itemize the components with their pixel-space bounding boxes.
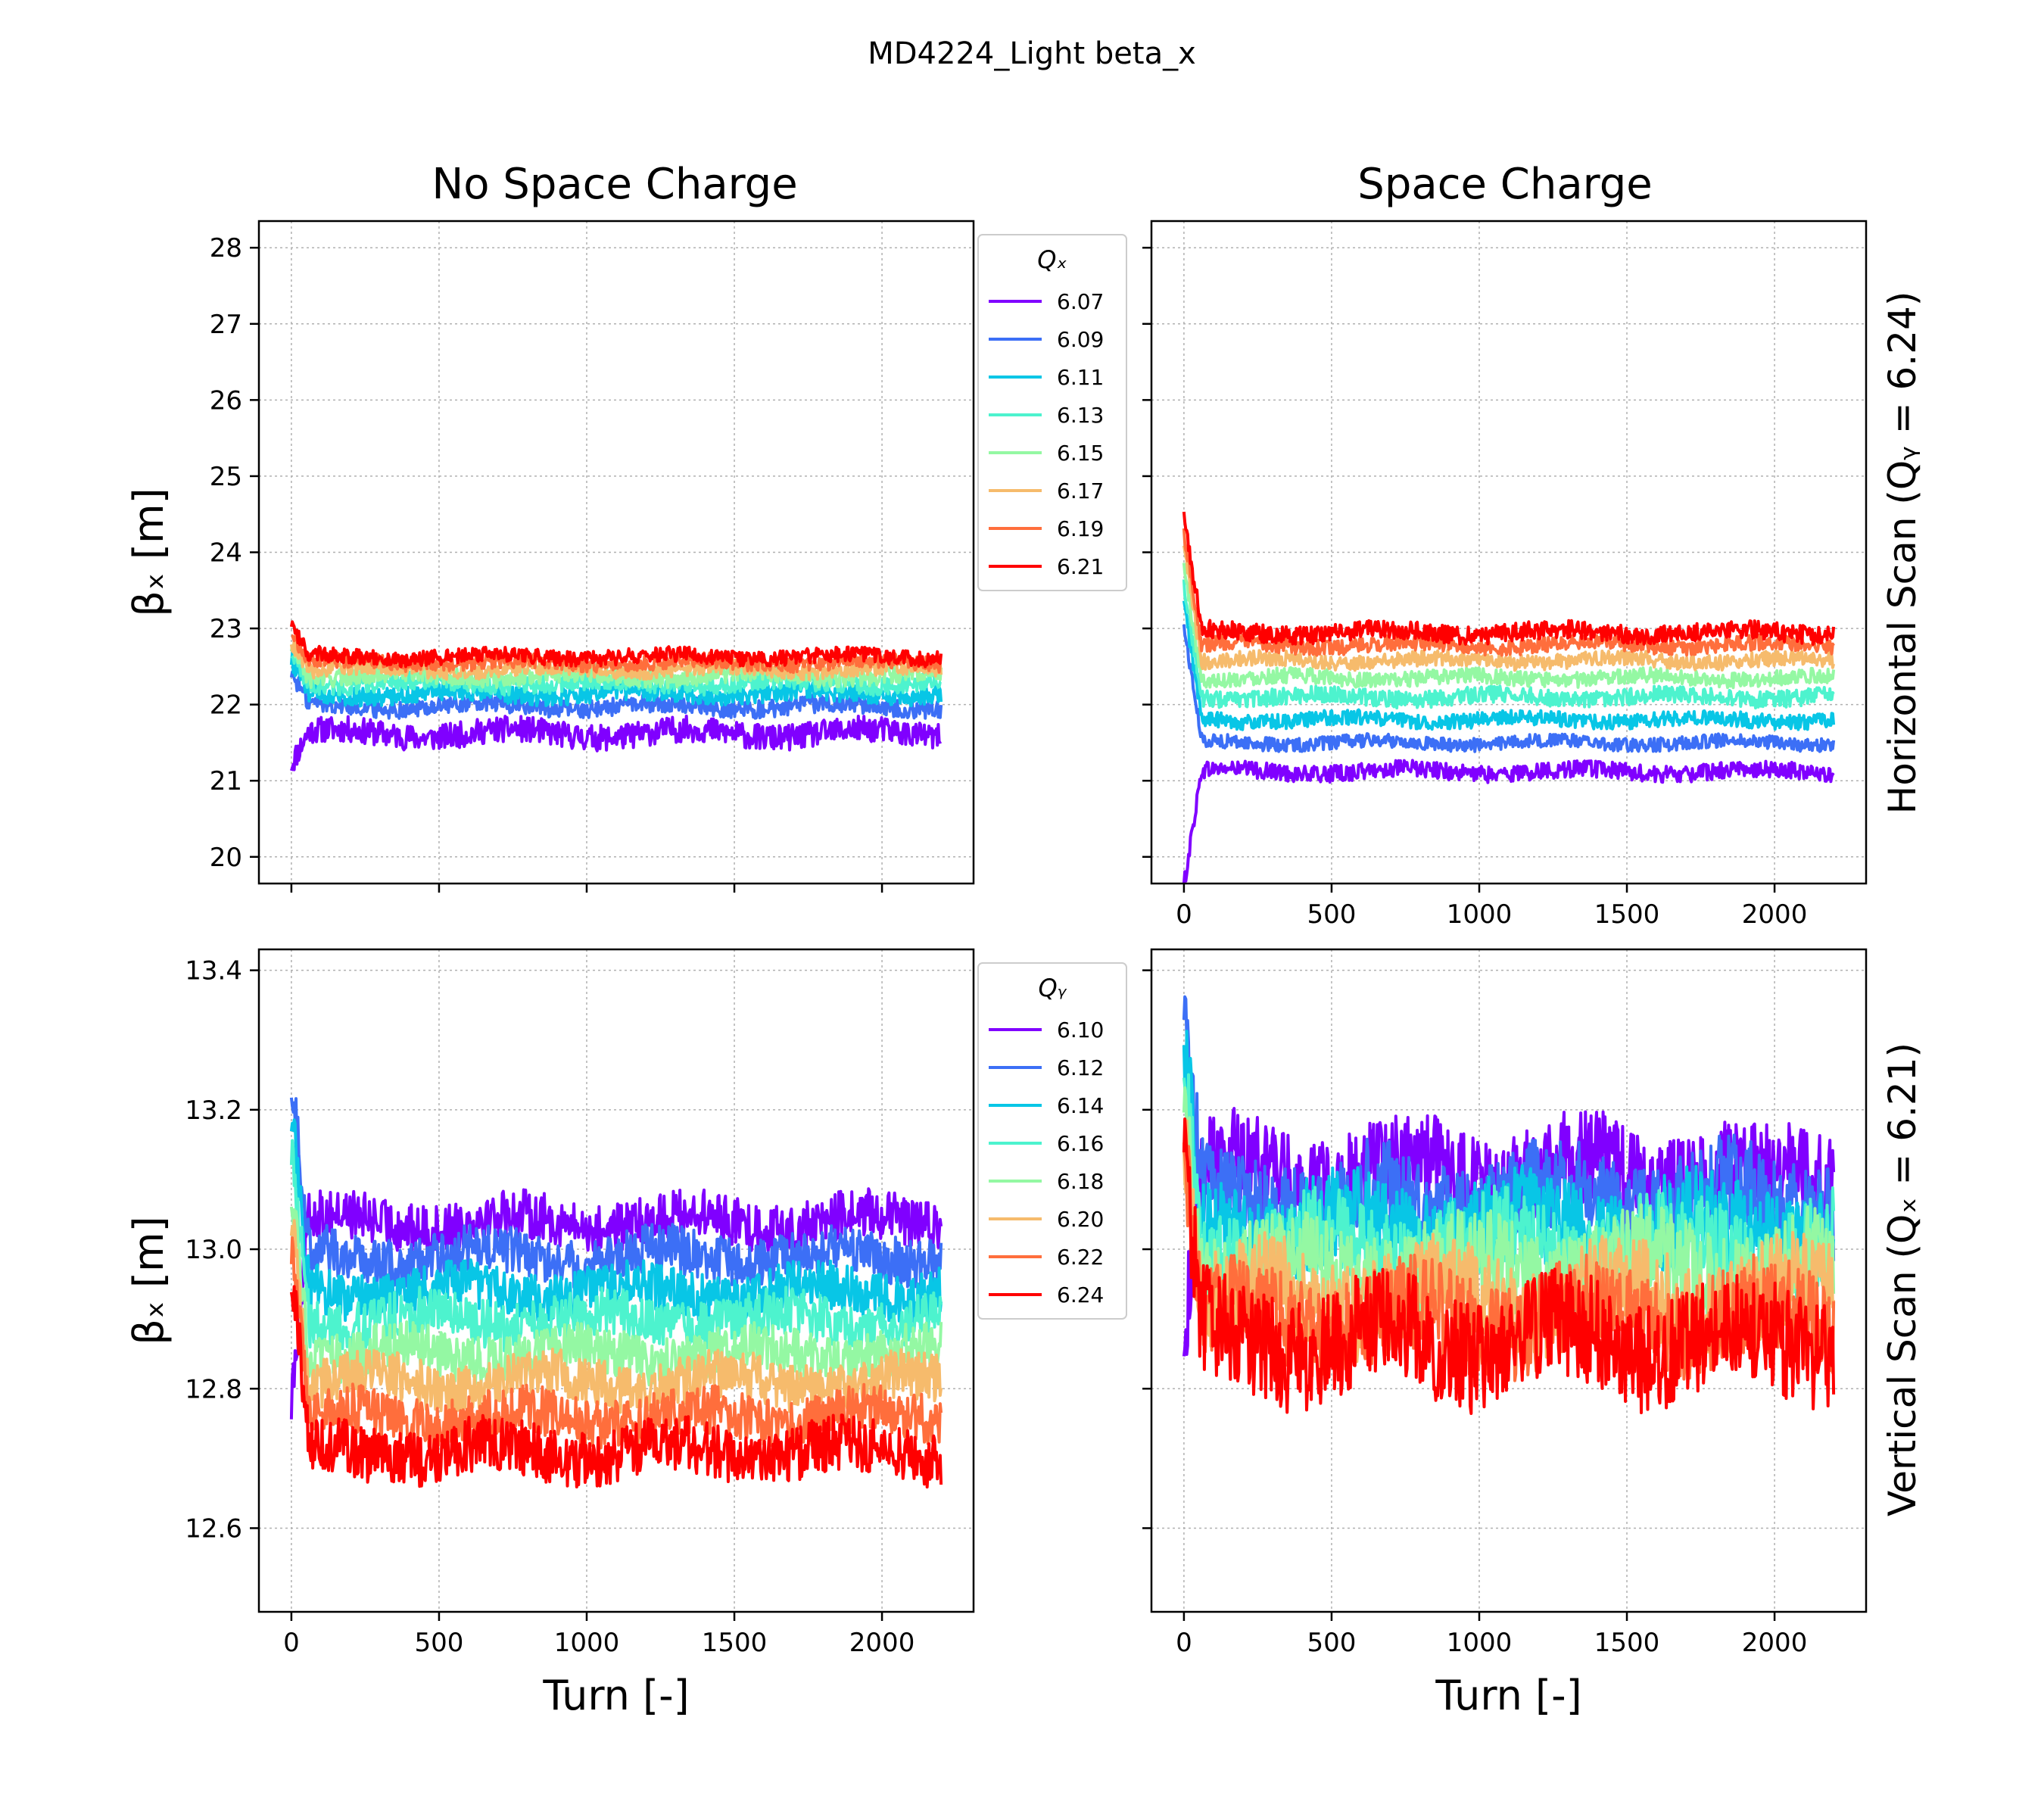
legend-box: [977, 234, 1127, 591]
x-tick-label: 500: [414, 1628, 463, 1658]
series-line-6.19: [1182, 528, 1835, 657]
legend-entry-label: 6.14: [1057, 1093, 1104, 1118]
legend-qx: Qₓ 6.07 6.09 6.11 6.13 6.15 6.17 6.19 6.21: [977, 234, 1127, 591]
column-title-left: No Space Charge: [432, 160, 797, 209]
panel-bottom-left: 0 500 1000 1500 2000 12.6 12.8 13.0 13.2 13.4 βₓ […: [125, 948, 975, 1719]
y-axis-label: βₓ [m]: [125, 488, 173, 616]
panel-bottom-right: 0 500 1000 1500 2000 Turn [-]: [1142, 948, 1868, 1719]
y-tick-label: 22: [210, 690, 242, 721]
x-tick-label: 1000: [1447, 899, 1513, 930]
x-tick-label: 2000: [849, 1628, 915, 1658]
panel-top-left: 20 21 22 23 24 25 26 27 28 βₓ [m]: [125, 220, 975, 893]
y-tick-label: 28: [210, 233, 242, 263]
x-tick-label: 1000: [554, 1628, 620, 1658]
y-tick-label: 26: [210, 385, 242, 416]
series-line-6.15: [1182, 563, 1836, 690]
y-tick-label: 23: [210, 614, 242, 644]
series-line-6.24: [1182, 1117, 1836, 1415]
series-line-6.09: [1182, 624, 1836, 753]
figure-title: MD4224_Light beta_x: [868, 36, 1196, 71]
x-tick-label: 1000: [1447, 1628, 1513, 1658]
x-axis-label: Turn [-]: [542, 1672, 689, 1719]
series-line-6.07: [290, 714, 943, 771]
x-tick-label: 0: [1176, 1628, 1192, 1658]
x-tick-label: 2000: [1742, 1628, 1808, 1658]
y-tick-label: 13.2: [185, 1095, 242, 1126]
y-tick-label: 27: [210, 310, 242, 340]
series-line-6.10: [289, 1187, 943, 1420]
legend-entry-label: 6.18: [1057, 1169, 1104, 1194]
series-line-6.13: [1182, 579, 1835, 710]
x-tick-label: 1500: [1594, 1628, 1660, 1658]
series-line-6.11: [1182, 600, 1836, 731]
row-label-bottom: Vertical Scan (Qₓ = 6.21): [1880, 1043, 1924, 1516]
legend-entry-label: 6.24: [1057, 1282, 1104, 1307]
row-label-top: Horizontal Scan (Qᵧ = 6.24): [1880, 291, 1924, 815]
series-line-6.21: [1182, 511, 1836, 646]
legend-entry-label: 6.12: [1057, 1055, 1104, 1080]
series-line-6.22: [289, 1236, 943, 1450]
series-line-6.12: [289, 1097, 943, 1289]
series-line-6.09: [289, 670, 943, 720]
legend-entry-label: 6.13: [1057, 403, 1104, 428]
legend-entry-label: 6.15: [1057, 441, 1104, 466]
y-tick-label: 13.0: [185, 1235, 242, 1265]
x-tick-label: 2000: [1742, 899, 1808, 930]
series-line-6.11: [289, 651, 943, 708]
legend-entry-label: 6.10: [1057, 1018, 1104, 1043]
series-line-6.24: [289, 1285, 943, 1489]
y-tick-label: 12.8: [185, 1374, 242, 1404]
plot-frame: [1150, 948, 1868, 1613]
series-line-6.17: [289, 638, 943, 681]
y-tick-label: 24: [210, 538, 242, 569]
column-title-right: Space Charge: [1357, 160, 1652, 209]
legend-title: Qₓ: [1037, 245, 1067, 274]
legend-entry-label: 6.20: [1057, 1207, 1104, 1232]
x-tick-label: 0: [1176, 899, 1192, 930]
legend-box: [977, 962, 1127, 1320]
series-line-6.07: [1182, 759, 1835, 884]
y-tick-label: 12.6: [185, 1513, 242, 1544]
legend-entry-label: 6.09: [1057, 327, 1104, 352]
legend-title: Qᵧ: [1038, 974, 1067, 1002]
legend-entry-label: 6.17: [1057, 478, 1104, 503]
legend-entry-label: 6.16: [1057, 1131, 1104, 1156]
legend-entry-label: 6.21: [1057, 554, 1104, 579]
series-line-6.21: [289, 620, 943, 669]
series-line-6.20: [289, 1219, 943, 1415]
legend-entry-label: 6.07: [1057, 289, 1104, 314]
panel-top-right: 0 500 1000 1500 2000: [1142, 220, 1868, 930]
y-tick-label: 25: [210, 462, 242, 492]
x-tick-label: 500: [1307, 1628, 1356, 1658]
x-tick-label: 0: [283, 1628, 300, 1658]
series-line-6.18: [289, 1206, 943, 1388]
series-line-6.17: [1182, 545, 1836, 672]
legend-qy: Qᵧ 6.10 6.12 6.14 6.16 6.18 6.20 6.22 6.24: [977, 962, 1127, 1320]
legend-entry-label: 6.22: [1057, 1245, 1104, 1270]
x-tick-label: 500: [1307, 899, 1356, 930]
plot-frame: [257, 948, 975, 1613]
y-axis-label: βₓ [m]: [125, 1216, 173, 1345]
y-tick-label: 20: [210, 843, 242, 873]
legend-entry-label: 6.11: [1057, 365, 1104, 390]
y-tick-label: 21: [210, 766, 242, 796]
x-tick-label: 1500: [702, 1628, 768, 1658]
x-tick-label: 1500: [1594, 899, 1660, 930]
y-tick-label: 13.4: [185, 956, 242, 986]
x-axis-label: Turn [-]: [1435, 1672, 1581, 1719]
legend-entry-label: 6.19: [1057, 516, 1104, 541]
